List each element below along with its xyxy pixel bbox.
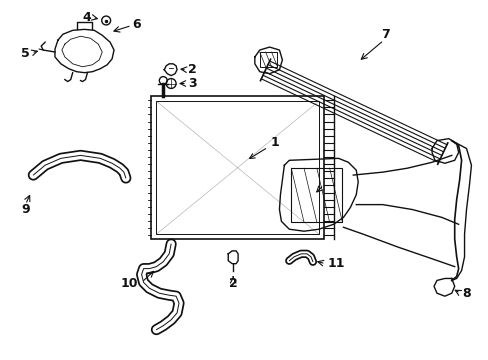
Text: 5: 5 <box>21 48 30 60</box>
Text: 3: 3 <box>188 77 197 90</box>
Text: 1: 1 <box>249 136 279 158</box>
Text: 7: 7 <box>381 28 389 41</box>
Bar <box>156 101 318 234</box>
Bar <box>259 52 277 67</box>
Text: 10: 10 <box>121 277 138 290</box>
Bar <box>151 96 323 239</box>
Bar <box>291 168 342 222</box>
Text: 11: 11 <box>327 257 345 270</box>
Text: 4: 4 <box>82 11 91 24</box>
Text: 2: 2 <box>228 277 237 290</box>
Text: 2: 2 <box>188 63 197 76</box>
Text: 6: 6 <box>132 18 141 31</box>
Text: 9: 9 <box>21 203 30 216</box>
Text: 8: 8 <box>461 287 470 300</box>
